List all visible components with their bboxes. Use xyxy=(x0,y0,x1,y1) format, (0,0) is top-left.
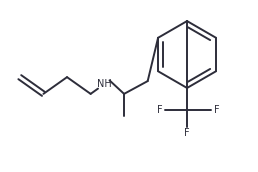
Text: F: F xyxy=(184,128,190,138)
Text: NH: NH xyxy=(97,79,112,89)
Text: F: F xyxy=(214,105,219,115)
Text: F: F xyxy=(157,105,162,115)
